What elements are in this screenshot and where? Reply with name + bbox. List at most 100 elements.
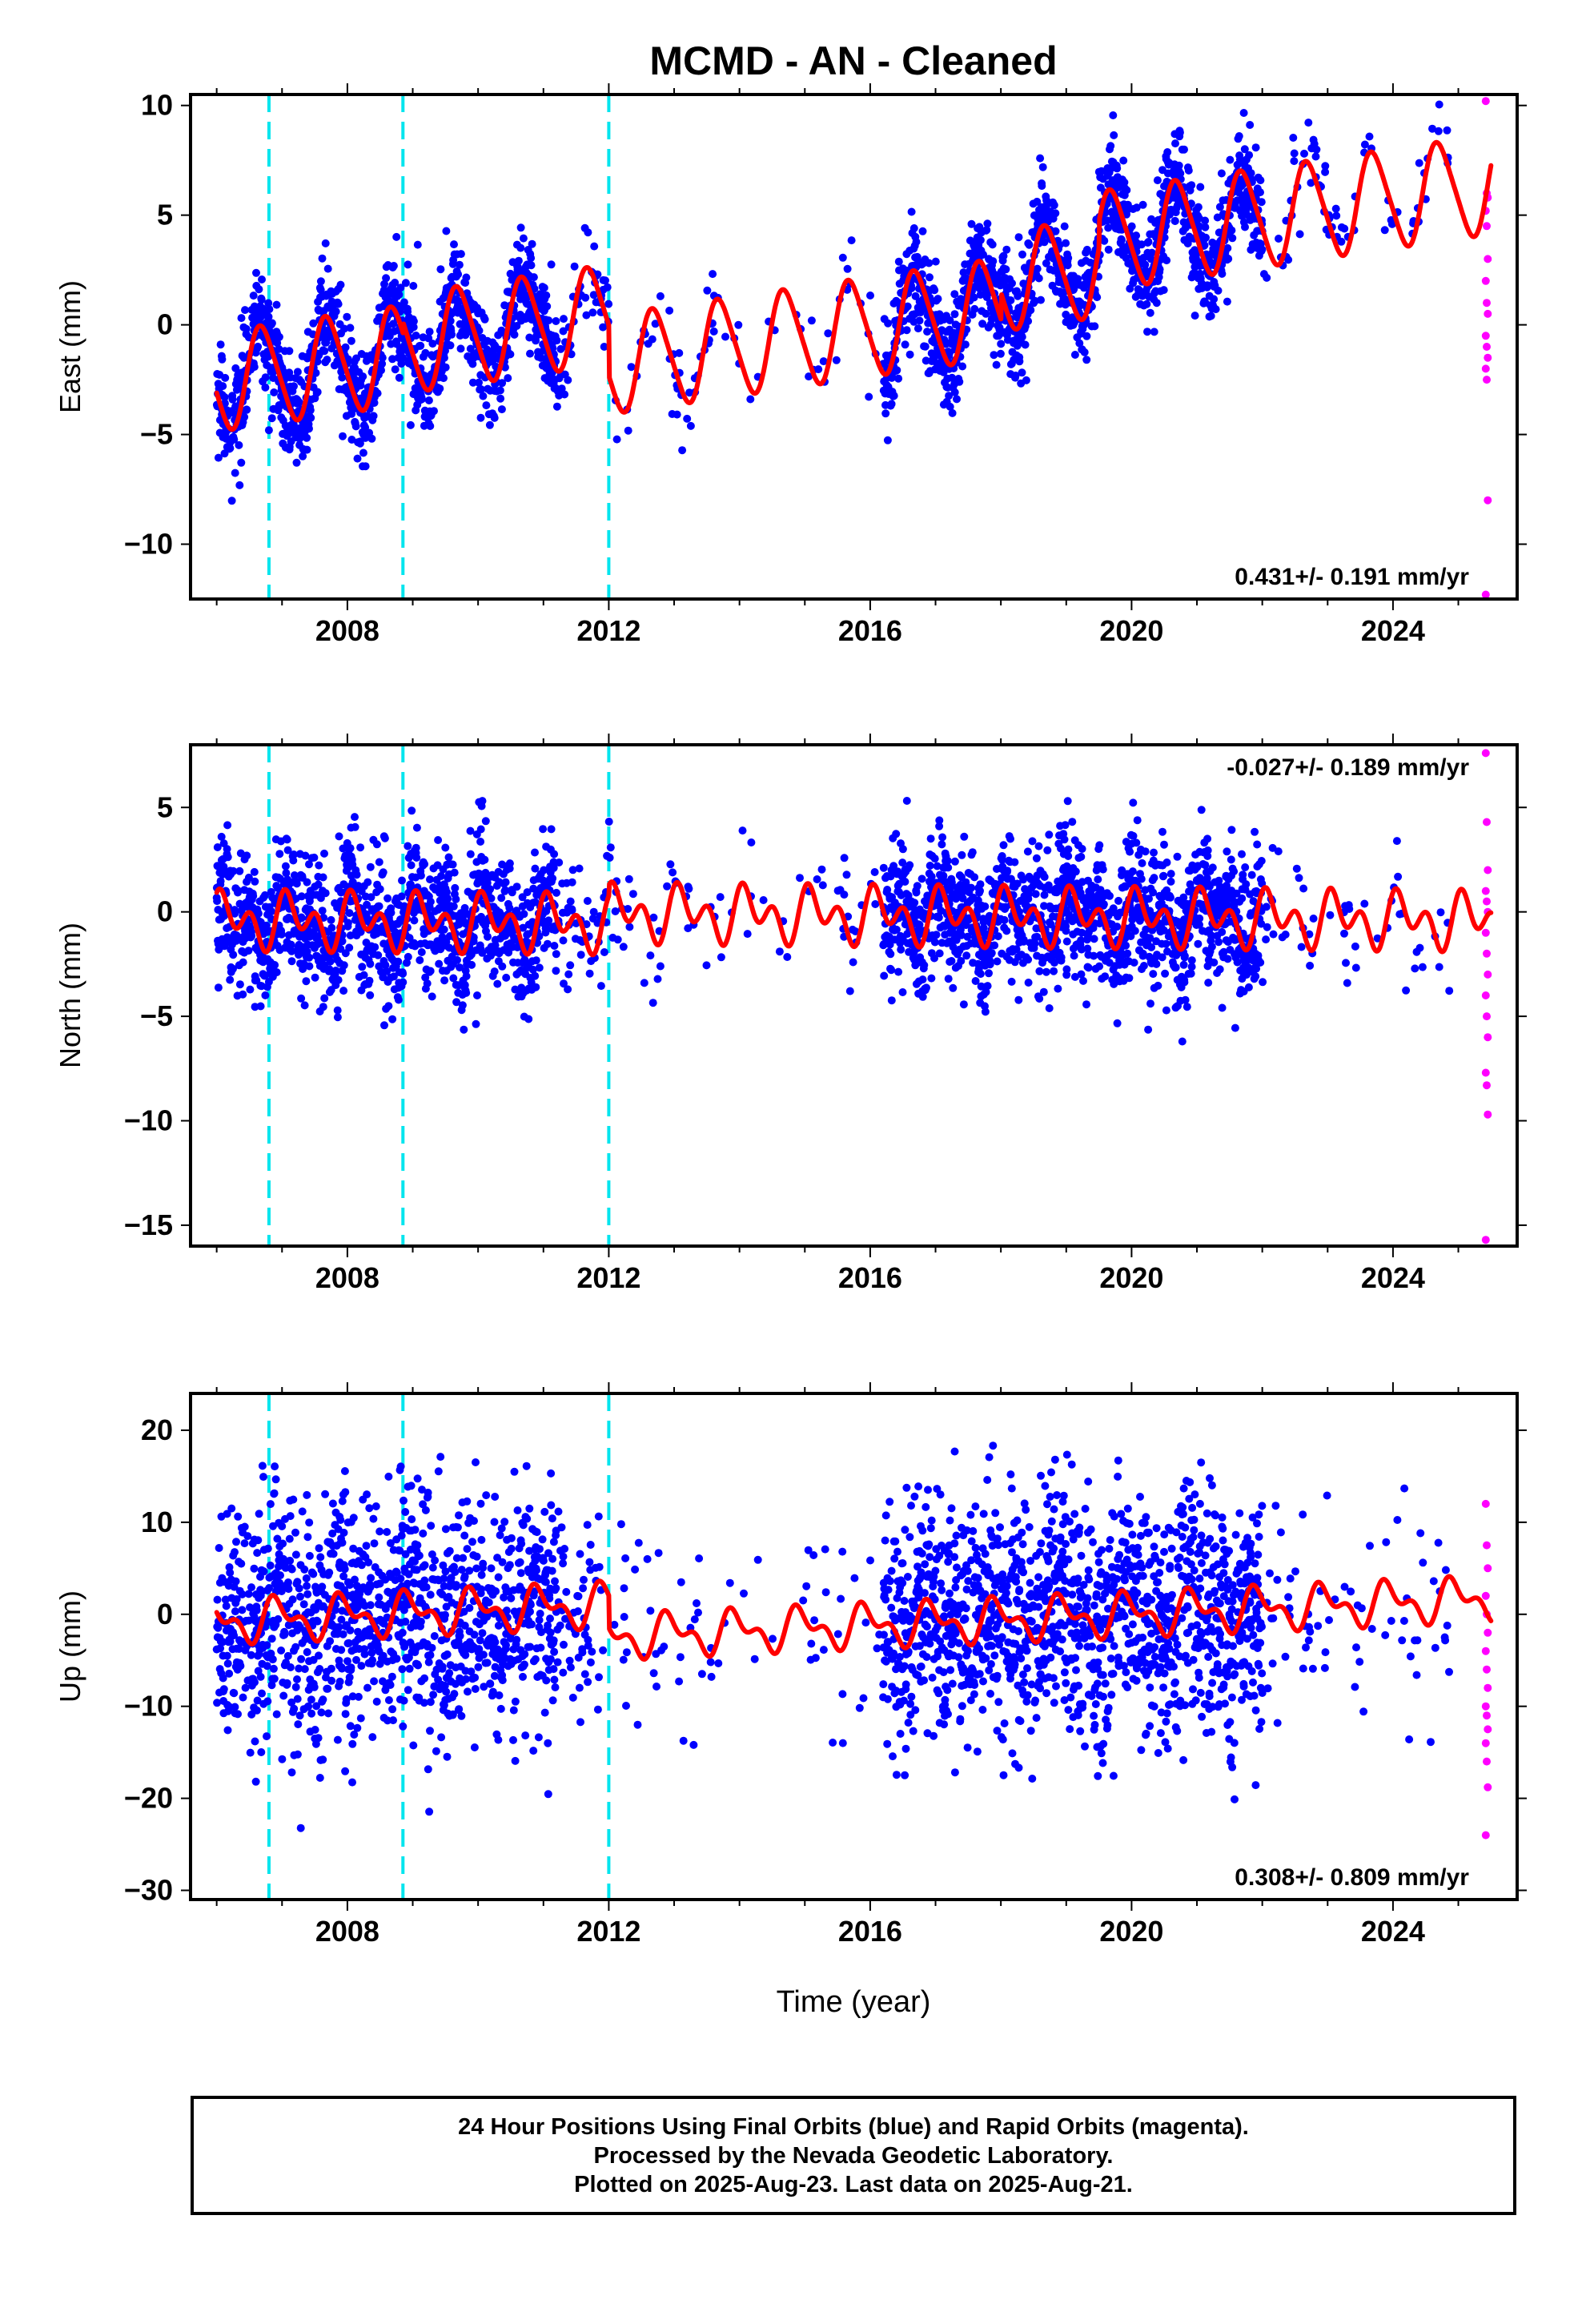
y-tick-label: 0 [157,895,173,928]
final-orbit-point [430,407,438,416]
final-orbit-point [1064,852,1073,860]
final-orbit-point [1002,245,1011,254]
final-orbit-point [326,957,335,966]
final-orbit-point [1159,286,1168,295]
final-orbit-point [992,360,1001,369]
final-orbit-point [894,374,903,383]
final-orbit-point [261,373,270,382]
final-orbit-point [375,902,383,911]
final-orbit-point [915,316,924,325]
final-orbit-point [845,987,854,995]
final-orbit-point [624,426,632,435]
final-orbit-point [397,892,406,901]
final-orbit-point [747,838,756,846]
final-orbit-point [575,864,584,873]
final-orbit-point [685,884,693,893]
final-orbit-point [716,893,725,902]
final-orbit-point [746,395,755,404]
final-orbit-point [1082,1000,1090,1009]
final-orbit-point [452,895,460,903]
final-orbit-point [549,863,558,872]
final-orbit-point [894,257,903,266]
final-orbit-point [1037,296,1045,304]
final-orbit-point [221,373,230,382]
final-orbit-point [1070,972,1079,981]
final-orbit-point [937,907,946,915]
final-orbit-point [987,949,996,957]
final-orbit-point [947,878,956,887]
final-orbit-point [1125,974,1134,983]
final-orbit-point [1147,248,1156,257]
y-tick-label: −15 [124,1208,173,1241]
final-orbit-point [898,845,907,854]
final-orbit-point [678,446,687,455]
final-orbit-point [1307,179,1315,187]
final-orbit-point [1035,995,1044,1003]
final-orbit-point [254,909,263,918]
final-orbit-point [925,259,934,267]
final-orbit-point [1174,161,1183,170]
final-orbit-point [428,992,436,1001]
final-orbit-point [555,858,564,866]
final-orbit-point [957,957,966,965]
final-orbit-point [1038,163,1047,171]
final-orbit-point [1082,245,1091,254]
final-orbit-point [976,235,985,244]
final-orbit-point [327,915,335,924]
final-orbit-point [1239,109,1248,117]
final-orbit-point [709,270,717,279]
final-orbit-point [1215,203,1224,211]
final-orbit-point [1180,145,1188,154]
final-orbit-point [884,319,893,328]
final-orbit-point [1263,273,1271,282]
final-orbit-point [880,971,889,980]
final-orbit-point [508,888,516,897]
final-orbit-point [649,913,658,922]
final-orbit-point [606,843,615,852]
final-orbit-point [264,426,273,435]
final-orbit-point [426,967,435,975]
final-orbit-point [510,330,519,339]
final-orbit-point [416,871,425,880]
final-orbit-point [918,975,927,984]
final-orbit-point [367,893,375,902]
final-orbit-point [913,324,922,333]
final-orbit-point [1144,238,1153,246]
final-orbit-point [261,971,270,980]
final-orbit-point [311,973,319,982]
final-orbit-point [901,878,909,886]
final-orbit-point [982,309,990,318]
final-orbit-point [889,392,898,400]
final-orbit-point [1083,944,1092,953]
final-orbit-point [560,979,568,988]
final-orbit-point [1152,299,1161,308]
final-orbit-point [1014,233,1023,242]
final-orbit-point [968,848,977,857]
final-orbit-point [378,353,387,362]
final-orbit-point [1130,959,1138,967]
final-orbit-point [394,995,403,1004]
final-orbit-point [1247,169,1255,178]
final-orbit-point [338,373,347,382]
final-orbit-point [255,285,263,294]
final-orbit-point [703,286,712,295]
final-orbit-point [926,834,935,843]
final-orbit-point [556,344,565,353]
final-orbit-point [497,405,506,414]
final-orbit-point [1019,935,1028,944]
final-orbit-point [1332,211,1341,220]
final-orbit-point [351,813,359,822]
final-orbit-point [1137,875,1146,883]
final-orbit-point [256,1002,265,1011]
final-orbit-point [1123,949,1132,958]
final-orbit-point [505,859,514,868]
final-orbit-point [898,988,907,996]
final-orbit-point [989,257,998,266]
final-orbit-point [401,279,410,287]
final-orbit-point [1251,143,1260,152]
final-orbit-point [458,1001,467,1010]
final-orbit-point [960,832,969,841]
final-orbit-point [759,896,768,904]
rapid-orbit-point [1481,332,1490,340]
final-orbit-point [485,420,494,429]
